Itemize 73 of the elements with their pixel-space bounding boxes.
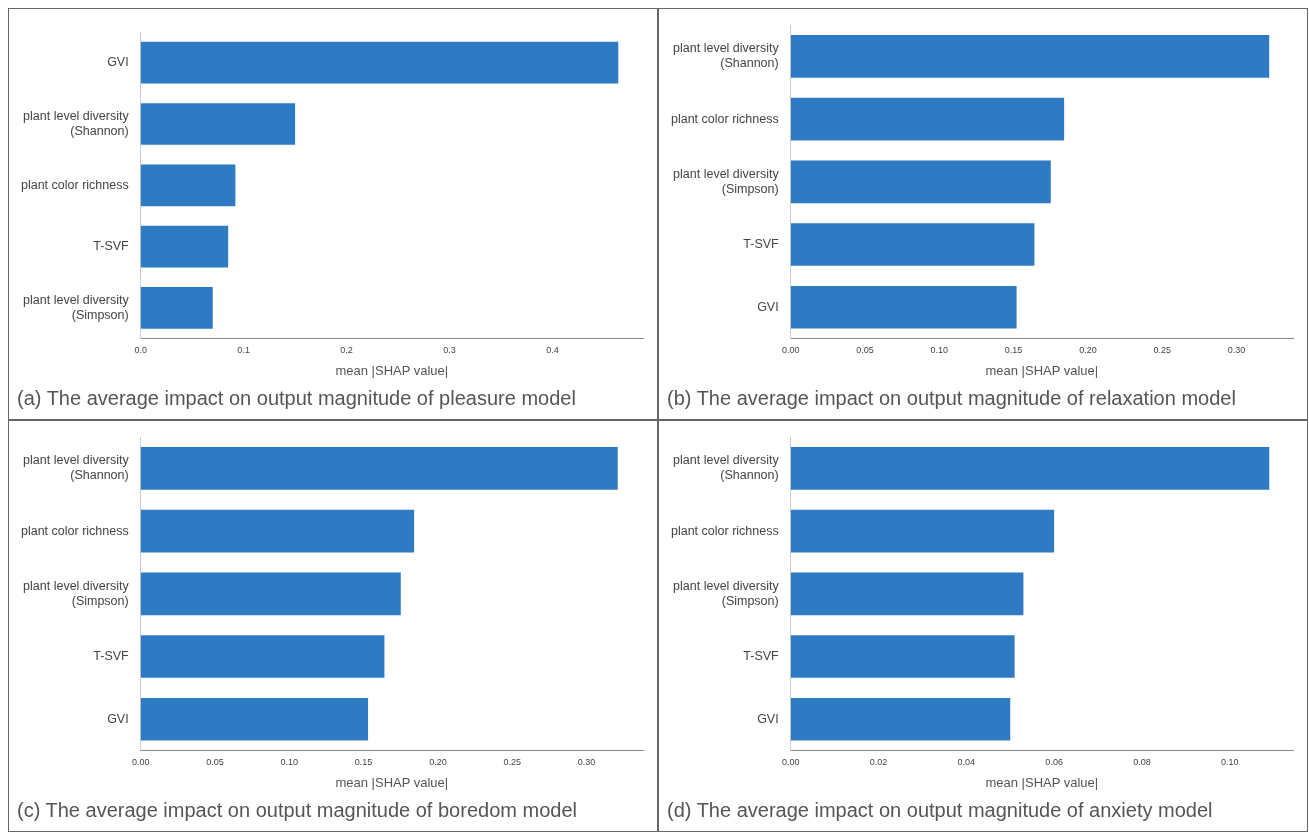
x-axis-title: mean |SHAP value| bbox=[985, 774, 1099, 790]
y-tick-label: GVI bbox=[757, 711, 779, 726]
x-tick-label: 0.25 bbox=[1153, 345, 1171, 356]
y-tick-label: plant level diversity (Shannon) bbox=[673, 41, 780, 71]
x-tick-label: 0.15 bbox=[354, 757, 373, 768]
x-tick-label: 0.0 bbox=[134, 345, 147, 356]
bar bbox=[140, 164, 236, 207]
bar bbox=[790, 223, 1035, 266]
bar bbox=[790, 509, 1055, 553]
x-tick-label: 0.10 bbox=[930, 345, 949, 356]
bar bbox=[790, 447, 1270, 490]
text: (a) The average impact on output magnitude of pleasure model bbox=[17, 386, 576, 409]
bar bbox=[790, 160, 1051, 204]
x-tick-label: 0.20 bbox=[429, 757, 447, 768]
text: (b) The average impact on output magnitude of relaxation model bbox=[667, 386, 1236, 409]
x-tick-label: 0.05 bbox=[856, 345, 874, 356]
y-tick-label: T-SVF bbox=[93, 648, 130, 663]
x-tick-label: 0.00 bbox=[781, 345, 800, 356]
x-tick-label: 0.10 bbox=[280, 757, 299, 768]
bar bbox=[140, 635, 385, 678]
y-tick-label: T-SVF bbox=[743, 648, 780, 663]
y-tick-label: plant level diversity (Shannon) bbox=[23, 108, 130, 138]
x-tick-label: 0.00 bbox=[131, 757, 150, 768]
x-tick-label: 0.05 bbox=[206, 757, 224, 768]
y-tick-label: plant level diversity (Simpson) bbox=[23, 292, 130, 322]
bar bbox=[790, 97, 1065, 141]
x-axis-title: mean |SHAP value| bbox=[335, 362, 449, 378]
x-tick-label: 0.30 bbox=[577, 757, 596, 768]
bar bbox=[140, 103, 296, 145]
x-tick-label: 0.06 bbox=[1045, 757, 1063, 768]
y-tick-label: plant color richness bbox=[20, 177, 129, 192]
bar bbox=[790, 635, 1015, 678]
x-tick-label: 0.04 bbox=[957, 757, 976, 768]
y-tick-label: plant level diversity (Simpson) bbox=[673, 578, 780, 608]
x-tick-label: 0.2 bbox=[340, 345, 353, 356]
bar bbox=[140, 225, 229, 268]
x-tick-label: 0.10 bbox=[1221, 757, 1239, 768]
x-tick-label: 0.20 bbox=[1079, 345, 1097, 356]
x-tick-label: 0.02 bbox=[869, 757, 888, 768]
bar bbox=[140, 509, 415, 553]
y-tick-label: GVI bbox=[107, 711, 129, 726]
bar bbox=[790, 35, 1270, 78]
bar bbox=[140, 697, 369, 741]
bar bbox=[140, 572, 401, 616]
y-tick-label: plant level diversity (Simpson) bbox=[23, 578, 130, 608]
y-tick-label: plant color richness bbox=[670, 523, 779, 538]
x-tick-label: 0.15 bbox=[1004, 345, 1023, 356]
bar bbox=[140, 287, 213, 329]
y-tick-label: plant level diversity (Shannon) bbox=[23, 453, 130, 483]
bar bbox=[140, 447, 618, 490]
x-tick-label: 0.4 bbox=[546, 345, 559, 356]
y-tick-label: plant color richness bbox=[670, 111, 779, 126]
text: (d) The average impact on output magnitude of anxiety model bbox=[667, 798, 1213, 821]
text: (c) The average impact on output magnitude of boredom model bbox=[17, 798, 577, 821]
y-tick-label: T-SVF bbox=[743, 236, 780, 251]
bar bbox=[790, 697, 1011, 741]
y-tick-label: GVI bbox=[757, 299, 779, 314]
x-tick-label: 0.25 bbox=[503, 757, 521, 768]
y-tick-label: GVI bbox=[107, 55, 129, 70]
x-tick-label: 0.1 bbox=[237, 345, 250, 356]
x-tick-label: 0.3 bbox=[443, 345, 456, 356]
y-tick-label: plant color richness bbox=[20, 523, 129, 538]
bar bbox=[140, 41, 619, 84]
y-tick-label: plant level diversity (Shannon) bbox=[673, 453, 780, 483]
x-tick-label: 0.00 bbox=[781, 757, 800, 768]
y-tick-label: T-SVF bbox=[93, 239, 130, 254]
x-axis-title: mean |SHAP value| bbox=[335, 774, 449, 790]
y-tick-label: plant level diversity (Simpson) bbox=[673, 166, 780, 196]
x-tick-label: 0.08 bbox=[1133, 757, 1151, 768]
bar bbox=[790, 285, 1017, 329]
x-axis-title: mean |SHAP value| bbox=[985, 362, 1099, 378]
x-tick-label: 0.30 bbox=[1227, 345, 1246, 356]
bar bbox=[790, 572, 1024, 616]
